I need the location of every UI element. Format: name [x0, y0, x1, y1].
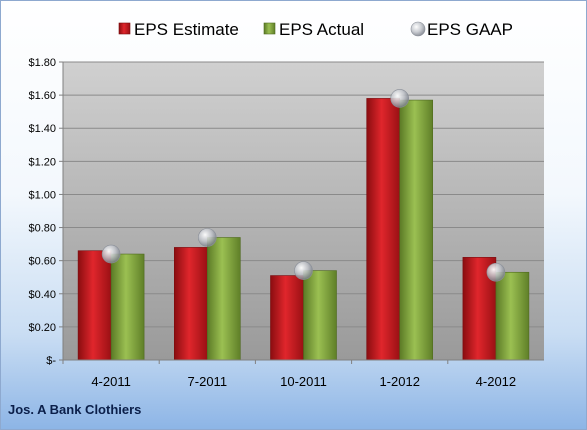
y-tick-label: $0.80 [28, 223, 56, 235]
legend-swatch [118, 22, 131, 35]
marker-eps-gaap [486, 262, 506, 282]
bars [77, 98, 530, 361]
y-tick-label: $1.60 [28, 90, 56, 102]
x-tick-label: 1-2012 [379, 374, 419, 389]
bar-eps-actual [495, 271, 530, 361]
x-tick-label: 4-2011 [91, 374, 131, 389]
y-axis: $- $0.20 $0.40 $0.60 $0.80 $1.00 $1.20 $1.40 $1.… [28, 57, 64, 367]
marker-eps-gaap [198, 228, 217, 247]
y-tick-label: $1.40 [28, 123, 56, 135]
legend-swatch [410, 21, 426, 37]
marker-eps-gaap [390, 89, 410, 108]
y-tick-label: $0.20 [28, 322, 56, 334]
x-tick-label: 4-2012 [476, 374, 516, 389]
y-tick-label: $1.20 [28, 156, 56, 168]
bar-eps-estimate [174, 247, 208, 361]
legend-label: EPS GAAP [427, 20, 513, 39]
bar-eps-estimate [77, 250, 112, 361]
legend-swatch [263, 22, 276, 35]
x-tick-label: 7-2011 [188, 374, 228, 389]
bar-eps-actual [303, 270, 337, 361]
bar-eps-estimate [270, 275, 304, 361]
x-axis: 4-2011 7-2011 10-2011 1-2012 4-2012 [62, 359, 544, 389]
y-tick-label: $1.00 [28, 189, 56, 201]
bar-eps-actual [399, 99, 434, 361]
gaap-markers [101, 89, 506, 282]
legend: EPS Estimate EPS Actual EPS GAAP [118, 20, 513, 39]
x-tick-label: 10-2011 [280, 374, 327, 389]
bar-eps-actual [110, 253, 145, 361]
legend-label: EPS Actual [279, 20, 364, 39]
bar-eps-actual [207, 237, 241, 361]
marker-eps-gaap [101, 244, 121, 264]
y-tick-label: $- [46, 355, 56, 367]
company-name: Jos. A Bank Clothiers [8, 402, 142, 417]
bar-eps-estimate [366, 98, 401, 361]
y-tick-label: $0.40 [28, 289, 56, 301]
legend-label: EPS Estimate [134, 20, 239, 39]
y-tick-label: $1.80 [28, 57, 56, 69]
marker-eps-gaap [294, 261, 313, 280]
y-tick-label: $0.60 [28, 256, 56, 268]
